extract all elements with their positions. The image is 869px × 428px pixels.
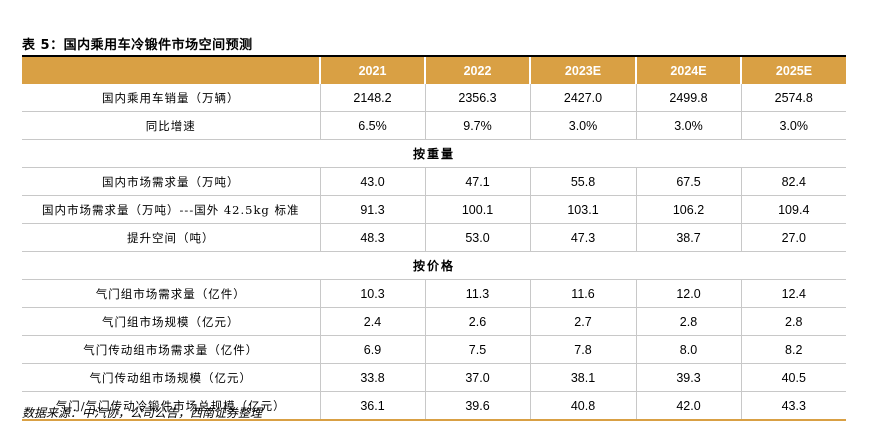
- table-cell: 7.8: [529, 335, 636, 364]
- table-cell: 7.5: [424, 335, 530, 364]
- row-label: 气门传动组市场需求量（亿件）: [22, 335, 320, 364]
- table-cell: 12.4: [740, 279, 846, 308]
- table-cell: 39.3: [635, 363, 741, 392]
- row-label: 气门组市场规模（亿元）: [22, 307, 320, 336]
- table-cell: 2427.0: [529, 84, 636, 112]
- table-cell: 9.7%: [424, 111, 530, 140]
- table-cell: 67.5: [635, 167, 741, 196]
- row-label: 国内市场需求量（万吨）---国外 42.5kg 标准: [22, 195, 320, 224]
- header-cell: 2025E: [740, 57, 846, 84]
- header-row: 2021 2022 2023E 2024E 2025E: [22, 57, 846, 84]
- section-label: 按价格: [22, 251, 846, 280]
- row-label: 气门/气门传动冷锻件市场总规模（亿元）: [22, 391, 320, 421]
- table-cell: 33.8: [319, 363, 425, 392]
- table-cell: 43.3: [740, 391, 846, 421]
- table-cell: 2574.8: [740, 84, 846, 112]
- section-label: 按重量: [22, 139, 846, 168]
- table-cell: 43.0: [319, 167, 425, 196]
- table-cell: 2.8: [740, 307, 846, 336]
- source-note: 数据来源：中汽协，公司公告，西南证券整理: [22, 406, 263, 420]
- table-cell: 2499.8: [635, 84, 741, 112]
- table-cell: 42.0: [635, 391, 741, 421]
- row-label: 国内乘用车销量（万辆）: [22, 84, 320, 112]
- table-cell: 55.8: [529, 167, 636, 196]
- table-cell: 53.0: [424, 223, 530, 252]
- table-cell: 2148.2: [319, 84, 425, 112]
- table-cell: 103.1: [529, 195, 636, 224]
- table-row: 气门组市场需求量（亿件） 10.3 11.3 11.6 12.0 12.4: [22, 279, 846, 308]
- table-cell: 82.4: [740, 167, 846, 196]
- table-cell: 6.5%: [319, 111, 425, 140]
- table-cell: 27.0: [740, 223, 846, 252]
- header-cell: 2021: [319, 57, 425, 84]
- table-row: 同比增速 6.5% 9.7% 3.0% 3.0% 3.0%: [22, 111, 846, 140]
- row-label: 气门传动组市场规模（亿元）: [22, 363, 320, 392]
- top-rule: [22, 55, 846, 57]
- table-cell: 109.4: [740, 195, 846, 224]
- table-cell: 8.0: [635, 335, 741, 364]
- table-cell: 3.0%: [529, 111, 636, 140]
- table-row: 气门/气门传动冷锻件市场总规模（亿元） 36.1 39.6 40.8 42.0 …: [22, 391, 846, 421]
- table-cell: 2.4: [319, 307, 425, 336]
- section-row: 按价格: [22, 251, 846, 280]
- table-cell: 38.7: [635, 223, 741, 252]
- table-cell: 47.3: [529, 223, 636, 252]
- table-cell: 10.3: [319, 279, 425, 308]
- table-cell: 6.9: [319, 335, 425, 364]
- section-row: 按重量: [22, 139, 846, 168]
- row-label: 提升空间（吨）: [22, 223, 320, 252]
- header-cell: 2024E: [635, 57, 741, 84]
- table-cell: 3.0%: [740, 111, 846, 140]
- table-cell: 106.2: [635, 195, 741, 224]
- header-cell: [22, 57, 320, 84]
- row-label: 气门组市场需求量（亿件）: [22, 279, 320, 308]
- table-row: 气门组市场规模（亿元） 2.4 2.6 2.7 2.8 2.8: [22, 307, 846, 336]
- table-cell: 2.8: [635, 307, 741, 336]
- table-row: 国内市场需求量（万吨） 43.0 47.1 55.8 67.5 82.4: [22, 167, 846, 196]
- table-row: 国内乘用车销量（万辆） 2148.2 2356.3 2427.0 2499.8 …: [22, 84, 846, 112]
- table-cell: 36.1: [319, 391, 425, 421]
- table-cell: 91.3: [319, 195, 425, 224]
- table-cell: 2.6: [424, 307, 530, 336]
- forecast-table: 2021 2022 2023E 2024E 2025E 国内乘用车销量（万辆） …: [22, 57, 846, 421]
- table-row: 提升空间（吨） 48.3 53.0 47.3 38.7 27.0: [22, 223, 846, 252]
- table-cell: 37.0: [424, 363, 530, 392]
- table-cell: 47.1: [424, 167, 530, 196]
- table-cell: 40.8: [529, 391, 636, 421]
- table-row: 气门传动组市场需求量（亿件） 6.9 7.5 7.8 8.0 8.2: [22, 335, 846, 364]
- table-cell: 3.0%: [635, 111, 741, 140]
- header-cell: 2022: [424, 57, 530, 84]
- table-cell: 40.5: [740, 363, 846, 392]
- table-cell: 11.3: [424, 279, 530, 308]
- row-label: 同比增速: [22, 111, 320, 140]
- table-cell: 8.2: [740, 335, 846, 364]
- table-cell: 39.6: [424, 391, 530, 421]
- table-cell: 48.3: [319, 223, 425, 252]
- table-cell: 2.7: [529, 307, 636, 336]
- table-cell: 2356.3: [424, 84, 530, 112]
- table-cell: 12.0: [635, 279, 741, 308]
- row-label: 国内市场需求量（万吨）: [22, 167, 320, 196]
- table-row: 气门传动组市场规模（亿元） 33.8 37.0 38.1 39.3 40.5: [22, 363, 846, 392]
- table-cell: 100.1: [424, 195, 530, 224]
- table-row: 国内市场需求量（万吨）---国外 42.5kg 标准 91.3 100.1 10…: [22, 195, 846, 224]
- table-cell: 11.6: [529, 279, 636, 308]
- table-cell: 38.1: [529, 363, 636, 392]
- table-title: 表 5：国内乘用车冷锻件市场空间预测: [22, 38, 253, 53]
- header-cell: 2023E: [529, 57, 636, 84]
